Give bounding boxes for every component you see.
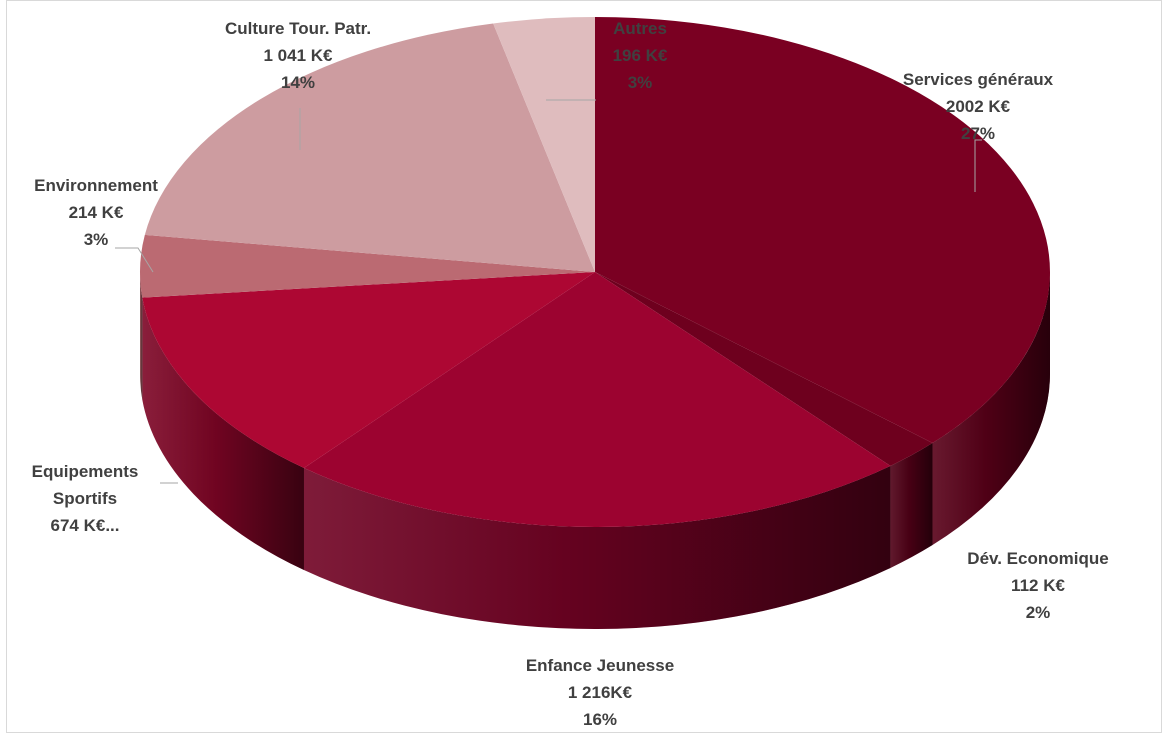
pie-side-shade-2	[303, 465, 891, 629]
pie-slice-3	[142, 272, 595, 469]
slice-value: 1 216K€	[567, 683, 633, 702]
slice-percent: 2%	[1025, 603, 1051, 622]
slice-value: 1 041 K€	[263, 46, 333, 65]
slice-percent: 16%	[582, 710, 618, 729]
slice-name: Equipements Sportifs	[31, 462, 139, 508]
pie-side-shade-4	[140, 272, 143, 400]
pie-slice-5	[144, 23, 596, 272]
slice-value: 214 K€	[68, 203, 124, 222]
slice-name: Autres	[613, 19, 667, 38]
pie-side-shade-3	[142, 297, 304, 571]
slice-value: 196 K€	[612, 46, 668, 65]
slice-name: Enfance Jeunesse	[525, 656, 675, 675]
pie-slice-1	[595, 272, 933, 466]
slice-percent: 3%	[83, 230, 109, 249]
pie-slice-2	[303, 272, 891, 527]
slice-name: Environnement	[34, 176, 158, 195]
pie-slice-0	[595, 17, 1050, 444]
slice-percent: 3%	[627, 73, 653, 92]
pie-side-shade-1	[890, 443, 933, 568]
slice-name: Culture Tour. Patr.	[224, 19, 372, 38]
slice-value: 112 K€	[1011, 576, 1065, 595]
leader-line-0	[974, 139, 982, 192]
slice-value: 674 K€...	[50, 516, 120, 535]
slice-percent: 14%	[280, 73, 316, 92]
label-services-generaux: Services généraux 2002 K€ 27%	[890, 66, 1066, 147]
label-dev-economique: Dév. Economique 112 K€ 2%	[938, 545, 1138, 626]
leader-line-3	[115, 247, 154, 273]
slice-percent: 27%	[960, 124, 996, 143]
label-equipements-sportifs: Equipements Sportifs 674 K€...	[10, 458, 160, 539]
pie-side-shade-0	[932, 272, 1050, 546]
slice-name: Services généraux	[902, 70, 1054, 89]
label-culture-tour-patr: Culture Tour. Patr. 1 041 K€ 14%	[198, 15, 398, 96]
slice-value: 2002 K€	[945, 97, 1011, 116]
slice-name: Dév. Economique	[967, 549, 1109, 568]
pie-slice-4	[140, 234, 596, 298]
pie-slice-6	[493, 17, 595, 272]
label-environnement: Environnement 214 K€ 3%	[8, 172, 184, 253]
label-enfance-jeunesse: Enfance Jeunesse 1 216K€ 16%	[500, 652, 700, 733]
label-autres: Autres 196 K€ 3%	[580, 15, 700, 96]
